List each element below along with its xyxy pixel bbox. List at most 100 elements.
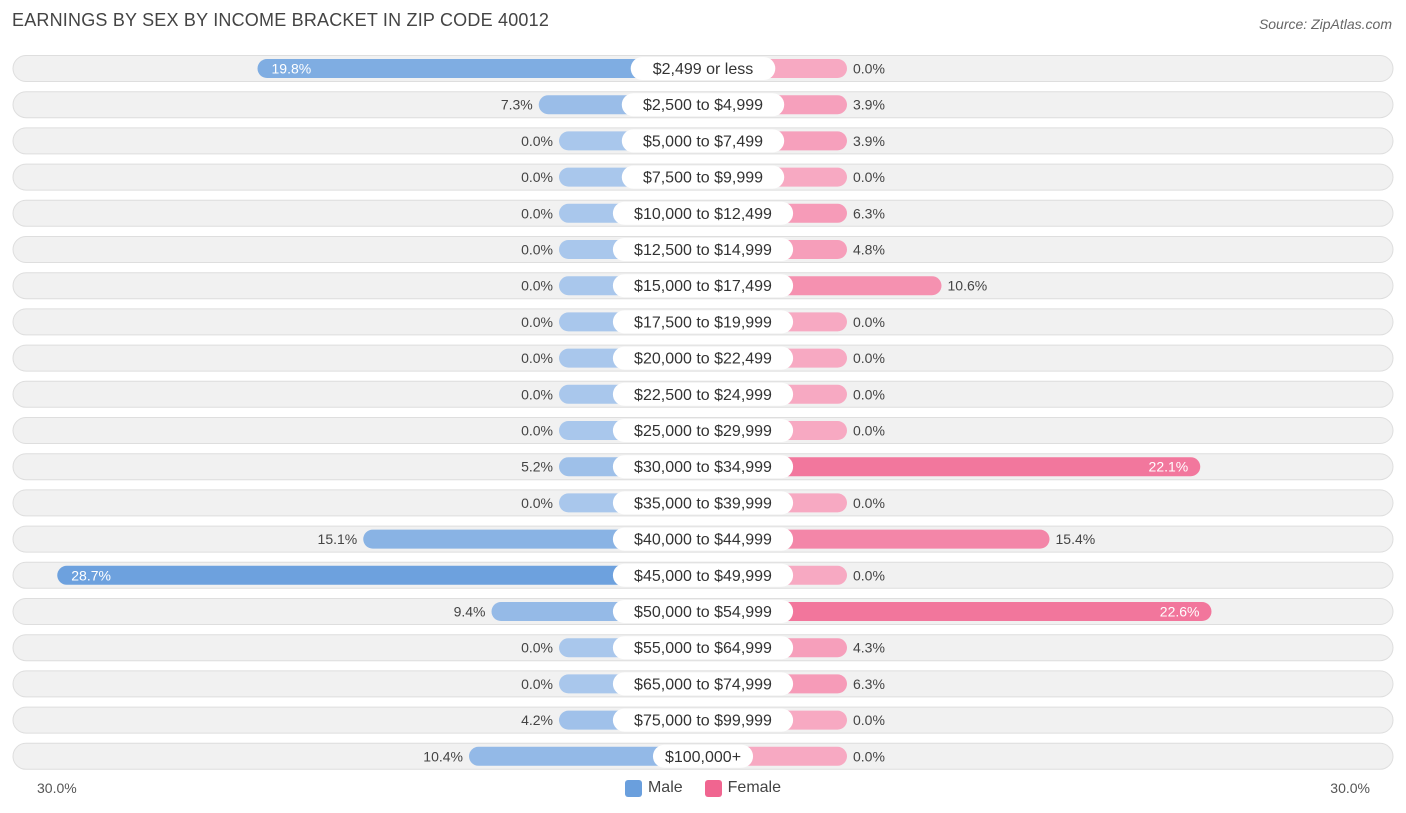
- row-2[interactable]: 0.0% 3.9% $5,000 to $7,499: [12, 127, 1394, 155]
- category-label: $30,000 to $34,999: [634, 459, 772, 476]
- female-value-label: 0.0%: [853, 712, 885, 728]
- legend-item-male[interactable]: Male: [624, 779, 683, 797]
- row-19[interactable]: 10.4% 0.0% $100,000+: [12, 742, 1394, 770]
- row-14[interactable]: 28.7% 0.0% $45,000 to $49,999: [12, 561, 1394, 589]
- chart-title: EARNINGS BY SEX BY INCOME BRACKET IN ZIP…: [12, 10, 550, 30]
- category-label: $40,000 to $44,999: [634, 532, 772, 549]
- category-label: $15,000 to $17,499: [634, 278, 772, 295]
- category-pill: [612, 310, 794, 334]
- category-pill: [612, 346, 794, 370]
- female-value-label: 6.3%: [853, 205, 885, 221]
- row-4[interactable]: 0.0% 6.3% $10,000 to $12,499: [12, 199, 1394, 227]
- category-label: $20,000 to $22,499: [634, 351, 772, 368]
- female-value-label: 22.6%: [1160, 604, 1200, 620]
- female-value-label: 0.0%: [853, 314, 885, 330]
- female-value-label: 0.0%: [853, 350, 885, 366]
- category-pill: [621, 165, 785, 189]
- row-9[interactable]: 0.0% 0.0% $22,500 to $24,999: [12, 380, 1394, 408]
- row-13[interactable]: 15.1% 15.4% $40,000 to $44,999: [12, 525, 1394, 553]
- row-17[interactable]: 0.0% 6.3% $65,000 to $74,999: [12, 670, 1394, 698]
- male-value-label: 0.0%: [521, 242, 553, 258]
- row-15[interactable]: 9.4% 22.6% $50,000 to $54,999: [12, 598, 1394, 625]
- male-value-label: 9.4%: [454, 604, 486, 620]
- male-value-label: 7.3%: [501, 97, 533, 113]
- male-value-label: 0.0%: [521, 640, 553, 656]
- category-label: $17,500 to $19,999: [634, 314, 772, 331]
- legend-swatch-male: [624, 779, 642, 797]
- female-value-label: 22.1%: [1149, 459, 1189, 475]
- category-label: $10,000 to $12,499: [634, 206, 772, 223]
- female-bar: [703, 457, 1201, 477]
- category-pill: [612, 672, 794, 696]
- male-bar: [57, 565, 703, 585]
- female-value-label: 0.0%: [853, 567, 885, 583]
- category-pill: [612, 238, 794, 261]
- male-value-label: 0.0%: [521, 676, 553, 692]
- category-label: $25,000 to $29,999: [634, 423, 772, 440]
- row-3[interactable]: 0.0% 0.0% $7,500 to $9,999: [12, 163, 1394, 191]
- category-pill: [621, 93, 785, 117]
- male-value-label: 28.7%: [71, 567, 111, 583]
- row-8[interactable]: 0.0% 0.0% $20,000 to $22,499: [12, 344, 1394, 372]
- row-18[interactable]: 4.2% 0.0% $75,000 to $99,999: [12, 706, 1394, 734]
- category-pill: [612, 563, 794, 587]
- row-11[interactable]: 5.2% 22.1% $30,000 to $34,999: [12, 453, 1394, 481]
- male-value-label: 0.0%: [521, 350, 553, 366]
- category-pill: [621, 129, 785, 153]
- female-value-label: 0.0%: [853, 169, 885, 185]
- category-pill: [612, 636, 794, 660]
- female-value-label: 4.3%: [853, 640, 885, 656]
- female-value-label: 3.9%: [853, 97, 885, 113]
- male-value-label: 4.2%: [521, 712, 553, 728]
- male-value-label: 0.0%: [521, 314, 553, 330]
- legend: Male Female: [0, 779, 1406, 797]
- category-label: $5,000 to $7,499: [643, 133, 763, 150]
- male-value-label: 0.0%: [521, 169, 553, 185]
- category-pill: [612, 201, 794, 225]
- legend-label-male: Male: [647, 779, 683, 796]
- legend-item-female[interactable]: Female: [704, 779, 782, 797]
- male-value-label: 0.0%: [521, 205, 553, 221]
- category-label: $75,000 to $99,999: [634, 713, 772, 730]
- row-10[interactable]: 0.0% 0.0% $25,000 to $29,999: [12, 417, 1394, 444]
- row-1[interactable]: 7.3% 3.9% $2,500 to $4,999: [12, 91, 1394, 119]
- category-pill: [612, 491, 794, 515]
- category-label: $12,500 to $14,999: [634, 242, 772, 259]
- axis-left-label: 30.0%: [37, 780, 77, 796]
- category-label: $45,000 to $49,999: [634, 568, 772, 585]
- male-value-label: 15.1%: [318, 531, 358, 547]
- female-value-label: 3.9%: [853, 133, 885, 149]
- row-7[interactable]: 0.0% 0.0% $17,500 to $19,999: [12, 308, 1394, 336]
- category-label: $50,000 to $54,999: [634, 604, 772, 621]
- row-16[interactable]: 0.0% 4.3% $55,000 to $64,999: [12, 634, 1394, 662]
- row-5[interactable]: 0.0% 4.8% $12,500 to $14,999: [12, 236, 1394, 263]
- category-pill: [652, 744, 754, 768]
- axis-right-label: 30.0%: [1330, 780, 1370, 796]
- male-value-label: 0.0%: [521, 133, 553, 149]
- category-pill: [612, 708, 794, 732]
- female-value-label: 0.0%: [853, 61, 885, 77]
- male-bar: [257, 59, 703, 78]
- row-0[interactable]: 19.8% 0.0% $2,499 or less: [12, 55, 1394, 82]
- category-pill: [612, 274, 794, 298]
- category-label: $7,500 to $9,999: [643, 170, 763, 187]
- category-label: $2,499 or less: [653, 61, 754, 78]
- male-bar: [469, 746, 703, 766]
- female-value-label: 0.0%: [853, 748, 885, 764]
- female-value-label: 15.4%: [1056, 531, 1096, 547]
- row-6[interactable]: 0.0% 10.6% $15,000 to $17,499: [12, 272, 1394, 300]
- female-value-label: 10.6%: [948, 278, 988, 294]
- legend-label-female: Female: [727, 779, 782, 796]
- male-value-label: 19.8%: [272, 61, 312, 77]
- category-pill: [630, 57, 776, 80]
- category-label: $22,500 to $24,999: [634, 387, 772, 404]
- source-note: Source: ZipAtlas.com: [1258, 16, 1392, 32]
- female-value-label: 4.8%: [853, 242, 885, 258]
- female-value-label: 0.0%: [853, 495, 885, 511]
- category-label: $55,000 to $64,999: [634, 640, 772, 657]
- category-label: $35,000 to $39,999: [634, 495, 772, 512]
- female-bar: [703, 602, 1212, 621]
- category-pill: [612, 455, 794, 479]
- row-12[interactable]: 0.0% 0.0% $35,000 to $39,999: [12, 489, 1394, 517]
- male-value-label: 0.0%: [521, 495, 553, 511]
